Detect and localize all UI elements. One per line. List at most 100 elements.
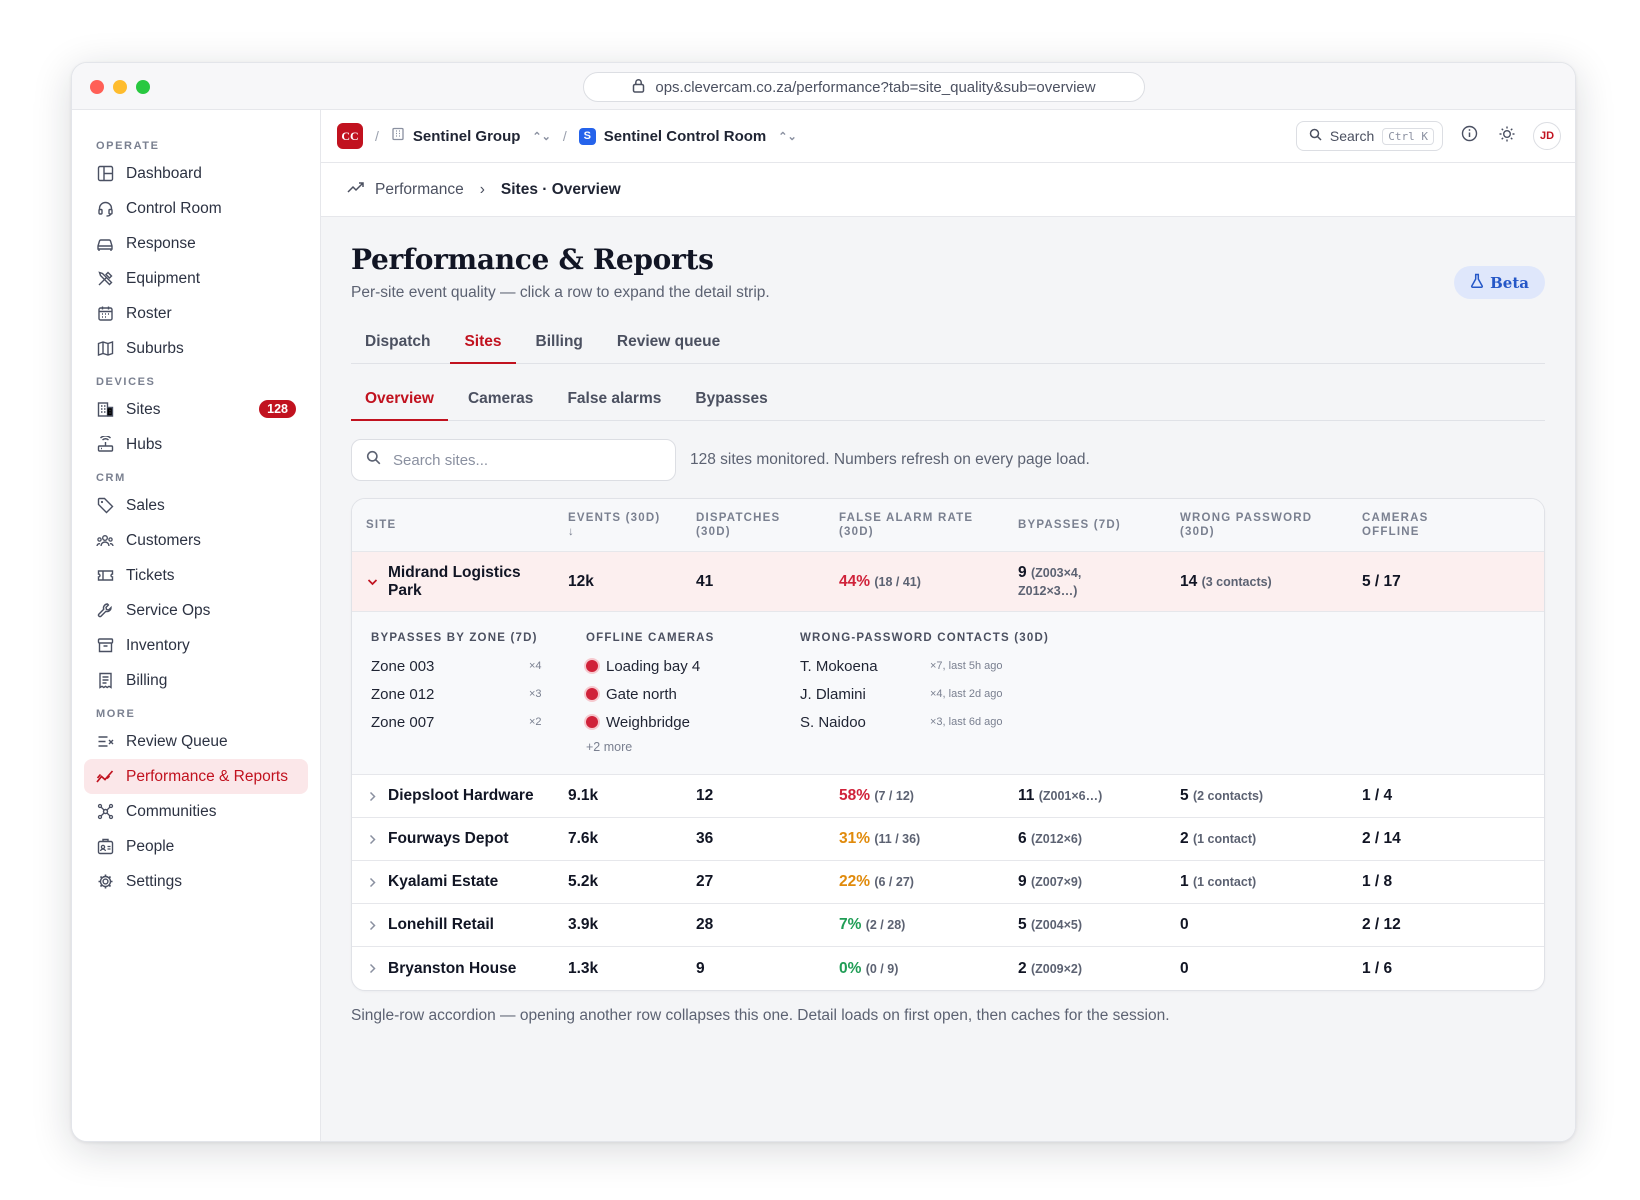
nav-section-more: MORE — [96, 708, 136, 720]
column-header-dispatches[interactable]: DISPATCHES (30D) — [696, 511, 839, 539]
column-header-wrong-password[interactable]: WRONG PASSWORD (30D) — [1180, 511, 1362, 539]
page-content: Performance & Reports Per-site event qua… — [351, 217, 1545, 1025]
wrong-password-cell: 0 — [1180, 916, 1362, 934]
headset-icon — [96, 200, 114, 218]
site-search-box[interactable] — [351, 439, 676, 481]
user-avatar[interactable]: JD — [1533, 122, 1561, 150]
sidebar-item-label: Billing — [126, 671, 168, 689]
column-header-wp-line2: (30D) — [1180, 526, 1215, 538]
column-header-cameras-offline[interactable]: CAMERAS OFFLINE — [1362, 511, 1488, 539]
sidebar-item-communities[interactable]: Communities — [84, 794, 308, 829]
wrong-password-cell: 1 (1 contact) — [1180, 873, 1362, 891]
trend-icon — [96, 768, 114, 786]
tab-billing[interactable]: Billing — [535, 333, 583, 350]
chevron-right-icon[interactable] — [366, 920, 378, 931]
table-row[interactable]: Bryanston House 1.3k 9 0% (0 / 9) 2 (Z009×2)… — [352, 947, 1544, 990]
beta-label: Beta — [1490, 273, 1529, 292]
chevron-right-icon[interactable] — [366, 963, 378, 974]
dispatches-value: 9 — [696, 959, 705, 977]
column-header-bypasses[interactable]: BYPASSES (7D) — [1018, 519, 1121, 531]
chevron-updown-icon: ⌃⌄ — [532, 130, 551, 143]
site-name: Diepsloot Hardware — [388, 787, 534, 804]
sidebar-item-control-room[interactable]: Control Room — [84, 191, 308, 226]
row-detail-strip: BYPASSES BY ZONE (7D) Zone 003 ×4 Zone 012… — [352, 612, 1544, 775]
site-search-input[interactable] — [393, 451, 653, 469]
false-alarm-ratio: (0 / 9) — [865, 961, 899, 976]
chevron-right-icon: › — [479, 180, 485, 198]
wrong-password-cell: 2 (1 contact) — [1180, 830, 1362, 848]
bypasses-cell: 6 (Z012×6) — [1018, 830, 1180, 848]
minimize-window-button[interactable] — [113, 80, 127, 94]
group-switcher[interactable]: Sentinel Group ⌃⌄ — [391, 127, 551, 145]
tab-review-queue[interactable]: Review queue — [616, 333, 721, 350]
wrong-password-count: 14 — [1180, 572, 1198, 590]
sidebar-item-dashboard[interactable]: Dashboard — [84, 156, 308, 191]
column-header-events[interactable]: EVENTS (30D) ↓ — [568, 511, 696, 539]
sidebar-item-roster[interactable]: Roster — [84, 296, 308, 331]
sidebar-item-inventory[interactable]: Inventory — [84, 628, 308, 663]
browser-window: ops.clevercam.co.za/performance?tab=site… — [71, 62, 1576, 1142]
subtab-overview[interactable]: Overview — [351, 381, 448, 421]
offline-camera-item[interactable]: Loading bay 4 — [586, 652, 786, 680]
bypass-zones: (Z012×6) — [1030, 832, 1083, 846]
sidebar-item-performance-and-reports[interactable]: Performance & Reports — [84, 759, 308, 794]
subtab-bypasses[interactable]: Bypasses — [695, 390, 768, 407]
breadcrumb-performance-link[interactable]: Performance — [375, 180, 464, 198]
address-bar[interactable]: ops.clevercam.co.za/performance?tab=site… — [583, 72, 1145, 102]
sidebar-item-people[interactable]: People — [84, 829, 308, 864]
sidebar-item-customers[interactable]: Customers — [84, 523, 308, 558]
chevron-right-icon[interactable] — [366, 877, 378, 888]
sidebar-item-equipment[interactable]: Equipment — [84, 261, 308, 296]
column-header-site[interactable]: SITE — [366, 519, 397, 531]
sidebar-item-billing[interactable]: Billing — [84, 663, 308, 698]
wrong-password-contacts-heading: WRONG-PASSWORD CONTACTS (30D) — [800, 632, 1050, 644]
bypass-count: 6 — [1018, 830, 1027, 847]
sidebar-item-tickets[interactable]: Tickets — [84, 558, 308, 593]
lock-icon — [632, 78, 645, 97]
nav-section-operate: OPERATE — [96, 140, 160, 152]
close-window-button[interactable] — [90, 80, 104, 94]
subtab-cameras[interactable]: Cameras — [467, 390, 534, 407]
column-header-false-alarm-rate[interactable]: FALSE ALARM RATE (30D) — [839, 511, 1018, 539]
calendar-icon — [96, 305, 114, 323]
sidebar-item-label: Tickets — [126, 566, 175, 584]
table-row[interactable]: Kyalami Estate 5.2k 27 22% (6 / 27) 9 (Z007×… — [352, 861, 1544, 904]
trend-icon — [347, 180, 365, 199]
table-row[interactable]: Diepsloot Hardware 9.1k 12 58% (7 / 12) 11 (… — [352, 775, 1544, 818]
global-search-button[interactable]: Search Ctrl K — [1295, 121, 1443, 151]
offline-camera-item[interactable]: Weighbridge — [586, 708, 786, 736]
tab-sites[interactable]: Sites — [450, 324, 516, 364]
sidebar-item-sites[interactable]: Sites 128 — [84, 392, 308, 427]
org-logo[interactable]: CC — [337, 123, 363, 149]
table-row[interactable]: Fourways Depot 7.6k 36 31% (11 / 36) 6 (Z012… — [352, 818, 1544, 861]
sidebar-item-settings[interactable]: Settings — [84, 864, 308, 899]
beta-badge[interactable]: Beta — [1454, 266, 1545, 299]
control-room-switcher[interactable]: S Sentinel Control Room ⌃⌄ — [578, 127, 797, 145]
offline-camera-item[interactable]: Gate north — [586, 680, 786, 708]
contact-attempts-note: ×7, last 5h ago — [930, 660, 1003, 672]
maximize-window-button[interactable] — [136, 80, 150, 94]
chevron-right-icon[interactable] — [366, 834, 378, 845]
dispatches-value: 41 — [696, 572, 714, 590]
chevron-down-icon[interactable] — [366, 578, 378, 586]
sidebar-item-review-queue[interactable]: Review Queue — [84, 724, 308, 759]
wrong-password-count: 2 — [1180, 830, 1189, 847]
sidebar-item-response[interactable]: Response — [84, 226, 308, 261]
table-row-expanded[interactable]: Midrand Logistics Park 12k 41 44% (18 / … — [352, 552, 1544, 612]
group-name: Sentinel Group — [412, 127, 521, 145]
table-row[interactable]: Lonehill Retail 3.9k 28 7% (2 / 28) 5 (Z004×… — [352, 904, 1544, 947]
info-button[interactable] — [1457, 124, 1481, 148]
sidebar-item-suburbs[interactable]: Suburbs — [84, 331, 308, 366]
subtab-false-alarms[interactable]: False alarms — [567, 390, 662, 407]
sidebar-item-sales[interactable]: Sales — [84, 488, 308, 523]
bypass-zones-line2: Z012×3…) — [1018, 583, 1078, 598]
flask-icon — [1470, 273, 1484, 292]
bypass-zone-name: Zone 003 — [371, 657, 435, 675]
sidebar-item-service-ops[interactable]: Service Ops — [84, 593, 308, 628]
breadcrumb-separator: / — [562, 128, 567, 144]
chevron-right-icon[interactable] — [366, 791, 378, 802]
more-cameras-link[interactable]: +2 more — [586, 740, 633, 754]
tab-dispatch[interactable]: Dispatch — [365, 333, 431, 350]
sidebar-item-hubs[interactable]: Hubs — [84, 427, 308, 462]
theme-toggle-button[interactable] — [1495, 124, 1519, 148]
